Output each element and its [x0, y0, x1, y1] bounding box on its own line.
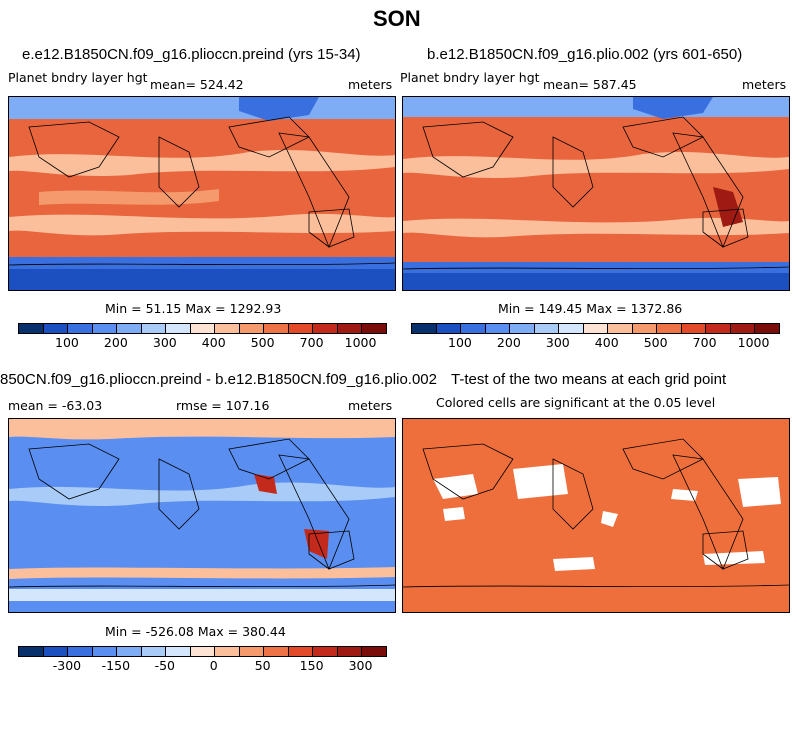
colorbar-swatch: [632, 324, 658, 333]
colorbar-swatch: [117, 324, 142, 333]
colorbar-swatch: [264, 324, 289, 333]
panel1-map: [8, 96, 396, 291]
colorbar-tick-label: 100: [54, 335, 79, 350]
panel1-units: meters: [348, 77, 393, 92]
panel3-title: 850CN.f09_g16.plioccn.preind - b.e12.B18…: [0, 371, 437, 388]
colorbar-swatch: [141, 647, 167, 656]
panel2-minmax: Min = 149.45 Max = 1372.86: [498, 301, 683, 316]
colorbar-tick-label: -50: [154, 658, 176, 673]
colorbar-tick-label: 1000: [344, 335, 377, 350]
colorbar-tick-label: 300: [545, 335, 570, 350]
colorbar-tick-label: 50: [254, 658, 271, 673]
panel1-minmax: Min = 51.15 Max = 1292.93: [105, 301, 282, 316]
colorbar-swatch: [559, 324, 584, 333]
panel1-mean: mean= 524.42: [150, 77, 244, 92]
panel1-variable: Planet bndry layer hgt: [8, 70, 148, 85]
colorbar-swatch: [485, 324, 511, 333]
colorbar-swatch: [215, 647, 240, 656]
panel4-title: T-test of the two means at each grid poi…: [451, 371, 727, 388]
colorbar-swatch: [190, 647, 216, 656]
colorbar-swatch: [239, 647, 265, 656]
colorbar-swatch: [730, 324, 756, 333]
colorbar-swatch: [19, 647, 44, 656]
colorbar-swatch: [313, 324, 338, 333]
panel4-map-graphic: [403, 419, 789, 612]
panel2-mean: mean= 587.45: [543, 77, 637, 92]
colorbar-swatch: [755, 324, 779, 333]
colorbar-tick-label: 500: [643, 335, 668, 350]
colorbar-tick-label: 100: [447, 335, 472, 350]
colorbar-swatch: [190, 324, 216, 333]
colorbar-tick-label: 300: [152, 335, 177, 350]
colorbar-swatch: [534, 324, 560, 333]
panel4-map: [402, 418, 790, 613]
panel3-minmax: Min = -526.08 Max = 380.44: [105, 624, 286, 639]
panel2-map-graphic: [403, 97, 789, 290]
colorbar-swatch: [92, 324, 118, 333]
colorbar-swatch: [43, 647, 69, 656]
colorbar-swatch: [215, 324, 240, 333]
panel3-rmse: rmse = 107.16: [176, 398, 270, 413]
panel3-map: [8, 418, 396, 613]
colorbar-tick-label: 1000: [737, 335, 770, 350]
colorbar-swatch: [239, 324, 265, 333]
colorbar-swatch: [657, 324, 682, 333]
colorbar-swatch: [362, 647, 386, 656]
colorbar-tick-label: 200: [103, 335, 128, 350]
colorbar-swatch: [436, 324, 462, 333]
panel1-title: e.e12.B1850CN.f09_g16.plioccn.preind (yr…: [22, 46, 361, 63]
panel2-variable: Planet bndry layer hgt: [400, 70, 540, 85]
colorbar-tick-label: 400: [201, 335, 226, 350]
colorbar-tick-label: 150: [299, 658, 324, 673]
panel3-units: meters: [348, 398, 393, 413]
colorbar-swatch: [19, 324, 44, 333]
colorbar-swatch: [68, 647, 93, 656]
colorbar-swatch: [337, 647, 363, 656]
colorbar-swatch: [412, 324, 437, 333]
colorbar-tick-label: 500: [250, 335, 275, 350]
colorbar-swatch: [461, 324, 486, 333]
colorbar-swatch: [313, 647, 338, 656]
panel2-map: [402, 96, 790, 291]
colorbar-swatch: [166, 324, 191, 333]
colorbar-swatch: [43, 324, 69, 333]
colorbar-swatch: [117, 647, 142, 656]
colorbar-swatch: [68, 324, 93, 333]
colorbar-swatch: [166, 647, 191, 656]
colorbar-swatch: [92, 647, 118, 656]
panel3-mean: mean = -63.03: [8, 398, 103, 413]
colorbar-tick-label: -150: [101, 658, 131, 673]
panel1-map-graphic: [9, 97, 395, 290]
colorbar-swatch: [706, 324, 731, 333]
colorbar-tick-label: 200: [496, 335, 521, 350]
colorbar-tick-label: 700: [692, 335, 717, 350]
colorbar-swatch: [141, 324, 167, 333]
colorbar-tick-label: 0: [209, 658, 218, 673]
colorbar-swatch: [608, 324, 633, 333]
colorbar-swatch: [288, 324, 314, 333]
colorbar-tick-label: 700: [299, 335, 324, 350]
panel2-colorbar: [411, 323, 780, 334]
panel1-colorbar: [18, 323, 387, 334]
panel3-map-graphic: [9, 419, 395, 612]
colorbar-swatch: [288, 647, 314, 656]
colorbar-swatch: [362, 324, 386, 333]
colorbar-tick-label: 400: [594, 335, 619, 350]
colorbar-swatch: [681, 324, 707, 333]
panel3-colorbar: [18, 646, 387, 657]
colorbar-swatch: [337, 324, 363, 333]
panel4-subtitle: Colored cells are significant at the 0.0…: [436, 395, 716, 410]
panel2-units: meters: [742, 77, 787, 92]
colorbar-tick-label: 300: [348, 658, 373, 673]
colorbar-tick-label: -300: [52, 658, 82, 673]
colorbar-swatch: [264, 647, 289, 656]
colorbar-swatch: [583, 324, 609, 333]
panel2-title: b.e12.B1850CN.f09_g16.plio.002 (yrs 601-…: [427, 46, 743, 63]
figure-title: SON: [373, 6, 421, 31]
colorbar-swatch: [510, 324, 535, 333]
